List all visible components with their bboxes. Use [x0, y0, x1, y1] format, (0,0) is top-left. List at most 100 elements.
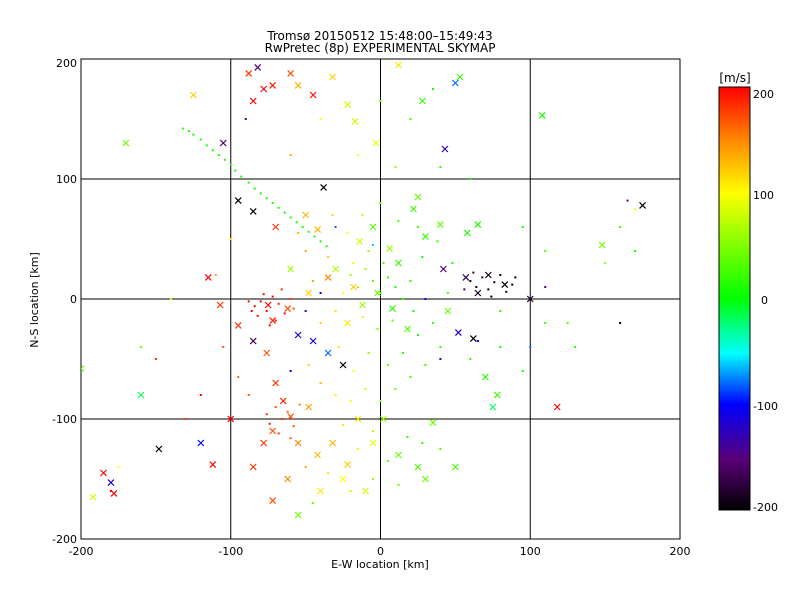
x-tick-label: -200: [69, 545, 94, 558]
data-point-cross: [350, 283, 357, 291]
data-point-dot: [401, 298, 404, 300]
y-tick-label: 100: [56, 173, 77, 186]
data-point-cross: [429, 419, 437, 427]
data-point-dot: [544, 250, 547, 252]
data-point-dot: [421, 442, 424, 444]
x-axis: -200 -100 0 100 200 E-W location [km]: [69, 545, 691, 571]
data-point-dot: [229, 238, 232, 240]
data-point-cross: [294, 511, 302, 519]
data-point-dot: [205, 144, 208, 147]
data-point-cross: [481, 373, 489, 381]
data-point-dot: [280, 288, 283, 291]
data-point-dot: [307, 364, 310, 366]
data-point-cross: [369, 439, 377, 447]
data-point-cross: [89, 493, 97, 501]
data-point-dot: [312, 280, 315, 282]
data-point-dot: [304, 310, 307, 312]
data-point-dot: [394, 388, 397, 390]
data-point-cross: [372, 139, 380, 147]
data-point-cross: [474, 221, 482, 229]
data-point-cross: [538, 111, 546, 119]
data-point-cross: [81, 365, 85, 373]
data-point-cross: [216, 301, 224, 309]
data-point-dot: [265, 197, 268, 200]
data-point-dot: [259, 300, 262, 303]
data-point-cross: [344, 101, 351, 109]
data-point-cross: [309, 337, 317, 345]
data-point-dot: [289, 298, 292, 300]
data-point-dot: [319, 382, 322, 384]
data-point-dot: [349, 400, 352, 402]
data-point-dot: [313, 235, 316, 238]
data-point-cross: [439, 265, 447, 273]
data-point-cross: [249, 207, 257, 215]
data-point-dot: [234, 169, 237, 172]
data-point-dot: [424, 298, 427, 300]
data-point-cross: [254, 63, 262, 71]
data-point-dot: [268, 422, 271, 425]
data-point-cross: [359, 301, 366, 309]
data-point-dot: [199, 138, 202, 141]
data-point-dot: [109, 490, 112, 492]
data-point-cross: [227, 415, 235, 423]
data-point-dot: [277, 432, 280, 435]
data-point-dot: [289, 154, 292, 156]
data-point-dot: [521, 370, 524, 372]
data-point-cross: [309, 91, 317, 99]
data-point-cross: [362, 487, 369, 495]
data-point-dot: [521, 226, 524, 228]
data-point-dot: [289, 370, 292, 372]
data-point-dot: [187, 130, 190, 132]
data-point-dot: [361, 214, 364, 216]
data-point-cross: [493, 391, 501, 399]
data-point-cross: [260, 85, 268, 93]
data-point-dot: [436, 240, 439, 243]
data-point-cross: [441, 145, 449, 153]
data-point-dot: [319, 322, 322, 324]
data-point-dot: [416, 226, 419, 228]
data-point-dot: [217, 154, 220, 156]
data-point-dot: [277, 302, 280, 305]
data-point-dot: [416, 334, 419, 336]
data-point-dot: [372, 430, 375, 432]
data-point-dot: [424, 364, 427, 366]
data-point-cross: [305, 403, 313, 411]
data-point-cross: [219, 139, 227, 147]
data-point-cross: [294, 81, 302, 89]
data-point-dot: [357, 286, 360, 288]
data-point-dot: [283, 211, 286, 214]
colorbar: [m/s] 200 100 0 -100 -200: [718, 71, 778, 514]
data-point-cross: [369, 223, 377, 231]
data-point-dot: [169, 298, 172, 300]
data-point-dot: [469, 280, 472, 282]
chart-title: Tromsø 20150512 15:48:00–15:49:43: [266, 29, 492, 43]
data-point-dot: [463, 288, 466, 291]
data-point-cross: [344, 319, 351, 327]
data-point-dot: [319, 292, 322, 294]
data-point-dot: [376, 328, 379, 330]
data-point-dot: [364, 268, 367, 270]
data-point-cross: [339, 361, 347, 369]
data-point-dot: [499, 346, 502, 348]
data-point-cross: [395, 451, 402, 459]
data-point-cross: [320, 183, 328, 191]
scatter-points: [81, 61, 646, 519]
data-point-cross: [234, 321, 242, 329]
x-tick-label: 100: [520, 545, 541, 558]
data-point-dot: [237, 376, 240, 378]
x-tick-label: -100: [218, 545, 243, 558]
data-point-cross: [422, 233, 429, 241]
data-point-dot: [223, 158, 226, 161]
data-point-dot: [511, 283, 514, 286]
data-point-cross: [386, 245, 393, 253]
data-point-dot: [117, 466, 120, 468]
data-point-dot: [342, 292, 345, 294]
data-point-dot: [229, 163, 232, 166]
data-point-dot: [574, 346, 577, 348]
data-point-dot: [312, 502, 315, 504]
data-point-dot: [490, 295, 493, 298]
data-point-dot: [325, 245, 328, 248]
y-tick-label: 200: [56, 57, 77, 70]
data-point-cross: [422, 475, 429, 483]
data-point-cross: [272, 223, 280, 231]
